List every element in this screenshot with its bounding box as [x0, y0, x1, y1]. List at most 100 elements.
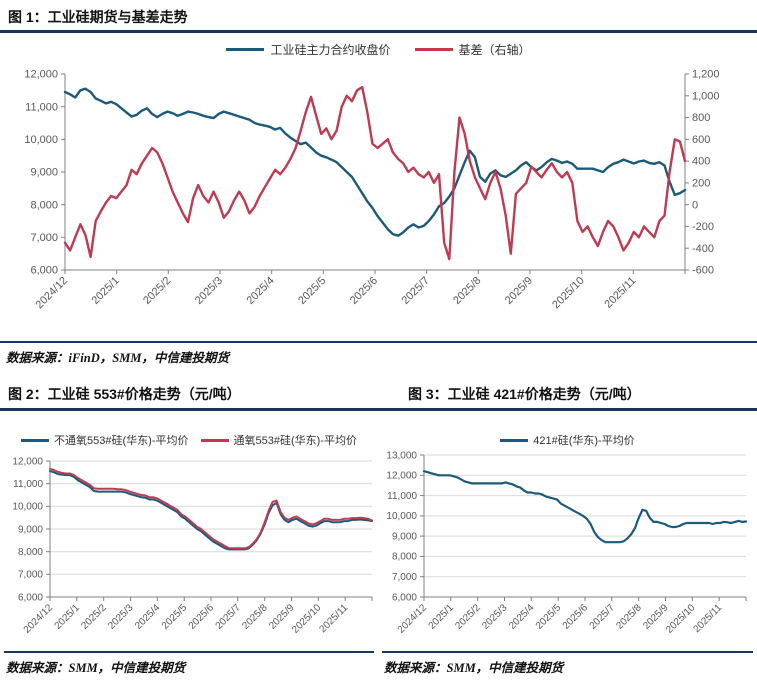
x-tick-label: 2025/2: [141, 275, 173, 307]
x-tick-label: 2025/4: [245, 275, 277, 307]
y-tick-label-right: 400: [692, 156, 710, 168]
y-tick-label: 9,000: [30, 167, 58, 179]
y-tick-label: 11,000: [25, 101, 58, 113]
figure1-chart: 12,000 11,000 10,000 9,000 8,000 7,000 6,000 1,…: [24, 69, 720, 312]
figure1-legend: 工业硅主力合约收盘价 基差（右轴）: [0, 40, 757, 58]
y-tick-label: 7,000: [18, 570, 43, 581]
x-tick-label: 2025/4: [133, 602, 163, 632]
y-tick-label: 7,000: [30, 232, 58, 244]
bottom-charts-row: 不通氧553#硅(华东)-平均价 通氧553#硅(华东)-平均价 12,000 11…: [0, 411, 757, 682]
x-tick-label: 2025/3: [193, 275, 225, 307]
y-tick-label-right: 1,200: [692, 69, 720, 81]
y-tick-label: 8,000: [30, 199, 58, 211]
figure2-title: 图 2：工业硅 553#价格走势（元/吨）: [8, 386, 241, 402]
figure1-title: 图 1：工业硅期货与基差走势: [8, 9, 188, 25]
figure-3-section: 421#硅(华东)-平均价 13,000 12,000 11,000 10,000 9,…: [378, 411, 757, 682]
x-tick-label: 2024/12: [34, 275, 71, 312]
x-tick-label: 2025/2: [453, 602, 483, 632]
y-tick-label-right: 600: [692, 134, 710, 146]
x-tick-label: 2025/7: [400, 275, 432, 307]
figure1-title-divider: [0, 30, 757, 33]
legend-label: 421#硅(华东)-平均价: [533, 435, 635, 447]
x-tick-label: 2025/11: [602, 275, 638, 311]
figure2-chart: 12,00011,00010,0009,0008,0007,0006,00020…: [12, 456, 373, 636]
y-tick-label: 10,000: [12, 502, 43, 513]
x-tick-label: 2025/8: [614, 602, 644, 632]
y-tick-label: 6,000: [30, 265, 58, 277]
legend-item: 通氧553#硅(华东)-平均价: [200, 432, 357, 448]
figure1-source-divider: [0, 341, 757, 343]
y-tick-label: 11,000: [387, 491, 417, 502]
legend-item: 不通氧553#硅(华东)-平均价: [21, 432, 189, 448]
y-tick-label: 10,000: [24, 134, 58, 146]
series-line-0-left: [63, 87, 687, 237]
row2-titles: 图 2：工业硅 553#价格走势（元/吨） 图 3：工业硅 421#价格走势（元…: [0, 385, 757, 408]
x-tick-label: 2025/6: [348, 275, 380, 307]
x-tick-label: 2025/8: [240, 602, 270, 632]
y-tick-label: 9,000: [18, 524, 43, 535]
y-tick-label: 13,000: [386, 450, 417, 461]
legend-line-swatch: [500, 438, 529, 442]
figure3-source: 数据来源：SMM，中信建投期货: [384, 661, 564, 675]
y-tick-label: 12,000: [24, 69, 58, 81]
y-tick-label: 10,000: [386, 511, 417, 522]
x-tick-label: 2025/6: [187, 602, 217, 632]
x-tick-label: 2025/3: [106, 602, 136, 632]
x-tick-label: 2025/8: [451, 275, 483, 307]
y-tick-label-right: 800: [692, 112, 710, 124]
x-tick-label: 2025/10: [664, 602, 698, 636]
y-tick-label-right: 0: [692, 199, 698, 211]
y-tick-label: 12,000: [386, 471, 417, 482]
x-tick-label: 2024/12: [396, 602, 430, 636]
x-tick-label: 2025/5: [160, 602, 190, 632]
x-tick-label: 2025/1: [53, 602, 83, 632]
x-tick-label: 2025/10: [550, 275, 587, 312]
legend-label: 工业硅主力合约收盘价: [270, 42, 391, 57]
y-tick-label: 9,000: [392, 531, 417, 542]
figure3-chart: 13,000 12,000 11,000 10,000 9,000 8,000 7,000 6…: [386, 450, 748, 636]
x-tick-label: 2025/11: [317, 602, 350, 635]
figure1-source: 数据来源：iFinD，SMM，中信建投期货: [6, 351, 229, 365]
series-line-1-left: [49, 467, 373, 550]
y-tick-label: 8,000: [392, 552, 417, 563]
x-tick-label: 2025/4: [507, 602, 537, 632]
row2-title-divider: [0, 408, 757, 411]
y-tick-label: 6,000: [392, 592, 417, 603]
x-tick-label: 2025/3: [480, 602, 510, 632]
figure3-source-divider: [382, 651, 753, 653]
series-line-2-left: [422, 470, 748, 544]
y-tick-label-right: -400: [692, 243, 714, 255]
legend-line-swatch: [414, 47, 453, 51]
x-tick-label: 2025/7: [214, 602, 244, 632]
figure-2-section: 不通氧553#硅(华东)-平均价 通氧553#硅(华东)-平均价 12,000 11…: [0, 411, 378, 682]
figure3-legend: 421#硅(华东)-平均价: [378, 431, 757, 449]
legend-line-swatch: [226, 47, 265, 51]
legend-line-swatch: [21, 438, 50, 442]
legend-label: 通氧553#硅(华东)-平均价: [233, 435, 357, 447]
x-tick-label: 2025/5: [534, 602, 564, 632]
x-tick-label: 2025/1: [90, 275, 122, 307]
series-line-0-right: [63, 85, 687, 261]
legend-item: 421#硅(华东)-平均价: [500, 432, 635, 448]
figure2-source-divider: [4, 651, 374, 653]
figure2-legend: 不通氧553#硅(华东)-平均价 通氧553#硅(华东)-平均价: [0, 431, 378, 449]
y-tick-label-right: -600: [692, 265, 714, 277]
y-tick-label: 8,000: [18, 547, 43, 558]
x-tick-label: 2025/9: [503, 275, 535, 307]
x-tick-label: 2025/2: [79, 602, 109, 632]
y-tick-label: 11,000: [13, 479, 43, 490]
y-tick-label: 7,000: [392, 572, 417, 583]
figure2-source: 数据来源：SMM，中信建投期货: [6, 661, 186, 675]
y-tick-label-right: 200: [692, 178, 710, 190]
legend-label: 不通氧553#硅(华东)-平均价: [54, 435, 189, 447]
figure3-title: 图 3：工业硅 421#价格走势（元/吨）: [408, 386, 641, 402]
y-tick-label-right: 1,000: [692, 90, 720, 102]
x-tick-label: 2025/1: [427, 602, 457, 632]
y-tick-label: 6,000: [18, 592, 43, 603]
x-tick-label: 2025/6: [561, 602, 591, 632]
legend-item: 工业硅主力合约收盘价: [226, 41, 391, 58]
x-tick-label: 2024/12: [22, 602, 56, 636]
x-tick-label: 2025/7: [588, 602, 618, 632]
x-tick-label: 2025/11: [691, 602, 724, 635]
